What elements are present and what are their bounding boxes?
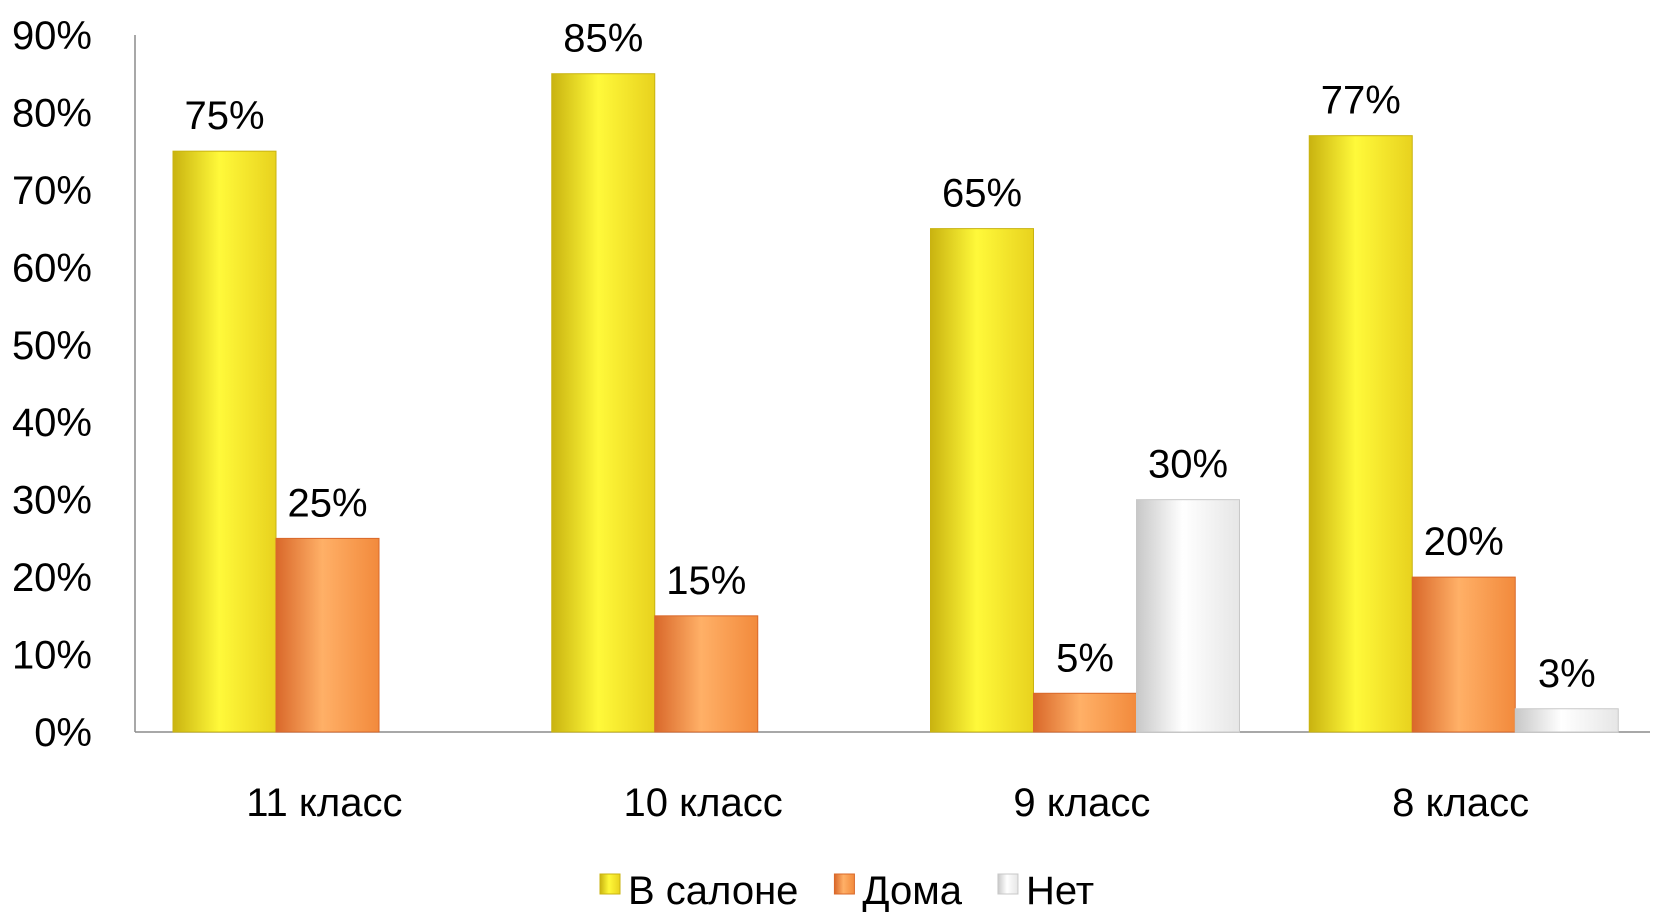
bar: [1308, 135, 1413, 733]
bar: [930, 228, 1034, 733]
category-label: 8 класс: [1392, 781, 1529, 825]
legend-label: В салоне: [628, 869, 798, 913]
legend-swatch: [997, 873, 1019, 895]
y-tick-label: 30%: [12, 479, 92, 523]
data-labels: 75% 25% 85% 15% 65% 5% 30% 77% 20% 3%: [184, 17, 1595, 696]
bar: [1033, 692, 1137, 733]
legend-label: Дома: [862, 869, 962, 913]
y-tick-label: 20%: [12, 556, 92, 600]
bars: [172, 73, 1619, 733]
y-tick-label: 70%: [12, 169, 92, 213]
bar: [172, 150, 277, 733]
data-label: 65%: [942, 172, 1022, 216]
y-tick-label: 90%: [12, 14, 92, 58]
category-label: 10 класс: [624, 781, 783, 825]
data-label: 5%: [1056, 636, 1114, 680]
bar: [1514, 708, 1619, 733]
data-label: 85%: [563, 17, 643, 61]
y-axis: 0% 10% 20% 30% 40% 50% 60% 70% 80% 90%: [12, 14, 136, 755]
y-tick-label: 40%: [12, 401, 92, 445]
category-label: 11 класс: [246, 781, 402, 825]
data-label: 3%: [1538, 652, 1596, 696]
bar: [654, 615, 759, 733]
y-tick-label: 10%: [12, 634, 92, 678]
y-tick-label: 50%: [12, 324, 92, 368]
data-label: 15%: [666, 559, 746, 603]
legend-swatch: [599, 873, 621, 895]
legend-swatch: [833, 873, 855, 895]
data-label: 30%: [1148, 443, 1228, 487]
data-label: 20%: [1424, 520, 1504, 564]
legend: В салоне Дома Нет: [599, 869, 1094, 913]
y-tick-label: 0%: [34, 711, 92, 755]
category-labels: 11 класс 10 класс 9 класс 8 класс: [246, 781, 1529, 825]
category-label: 9 класс: [1013, 781, 1150, 825]
bar: [1136, 499, 1240, 733]
bar: [1411, 576, 1516, 733]
data-label: 75%: [184, 94, 264, 138]
data-label: 25%: [287, 481, 367, 525]
bar: [551, 73, 656, 733]
y-tick-label: 60%: [12, 246, 92, 290]
y-tick-label: 80%: [12, 91, 92, 135]
data-label: 77%: [1321, 79, 1401, 123]
legend-label: Нет: [1026, 869, 1094, 913]
bar: [275, 537, 380, 733]
